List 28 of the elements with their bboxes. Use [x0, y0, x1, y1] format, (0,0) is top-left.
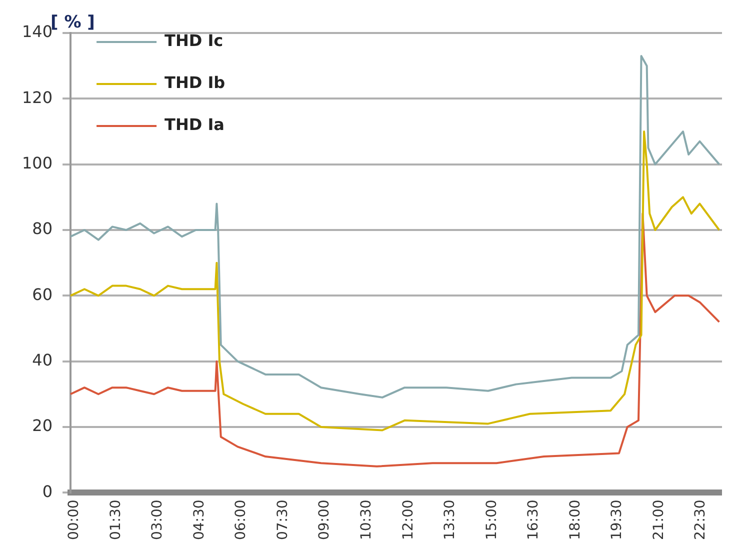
x-tick-label: 00:00 [66, 500, 82, 540]
y-axis-title: [ % ] [50, 12, 95, 32]
x-tick-label: 10:30 [358, 500, 374, 540]
y-tick-label: 40 [32, 350, 53, 370]
x-tick-label: 03:00 [150, 500, 166, 540]
y-tick-label: 0 [42, 482, 53, 501]
x-tick-label: 19:30 [609, 500, 626, 540]
y-tick-label: 100 [22, 153, 53, 172]
x-tick-label: 12:00 [400, 500, 416, 540]
y-tick-label: 80 [32, 219, 53, 238]
x-tick-label: 01:30 [108, 500, 124, 540]
x-tick-label: 07:30 [274, 500, 291, 540]
x-tick-label: 22:30 [692, 500, 709, 540]
legend-label: THD Ic [164, 31, 224, 50]
y-tick-label: 20 [32, 416, 53, 436]
x-tick-label: 06:00 [233, 500, 250, 540]
legend-label: THD Ia [164, 115, 224, 134]
legend-label: THD Ib [164, 73, 226, 92]
x-tick-label: 04:30 [191, 500, 208, 540]
x-tick-label: 09:00 [316, 500, 333, 540]
x-tick-label: 16:30 [526, 500, 542, 540]
y-tick-label: 60 [32, 284, 53, 304]
y-tick-label: 120 [22, 88, 53, 107]
x-tick-label: 21:00 [650, 500, 667, 540]
x-tick-label: 13:30 [442, 500, 458, 540]
y-tick-label: 140 [22, 22, 53, 42]
x-tick-label: 15:00 [484, 500, 500, 540]
x-tick-label: 18:00 [567, 500, 584, 540]
